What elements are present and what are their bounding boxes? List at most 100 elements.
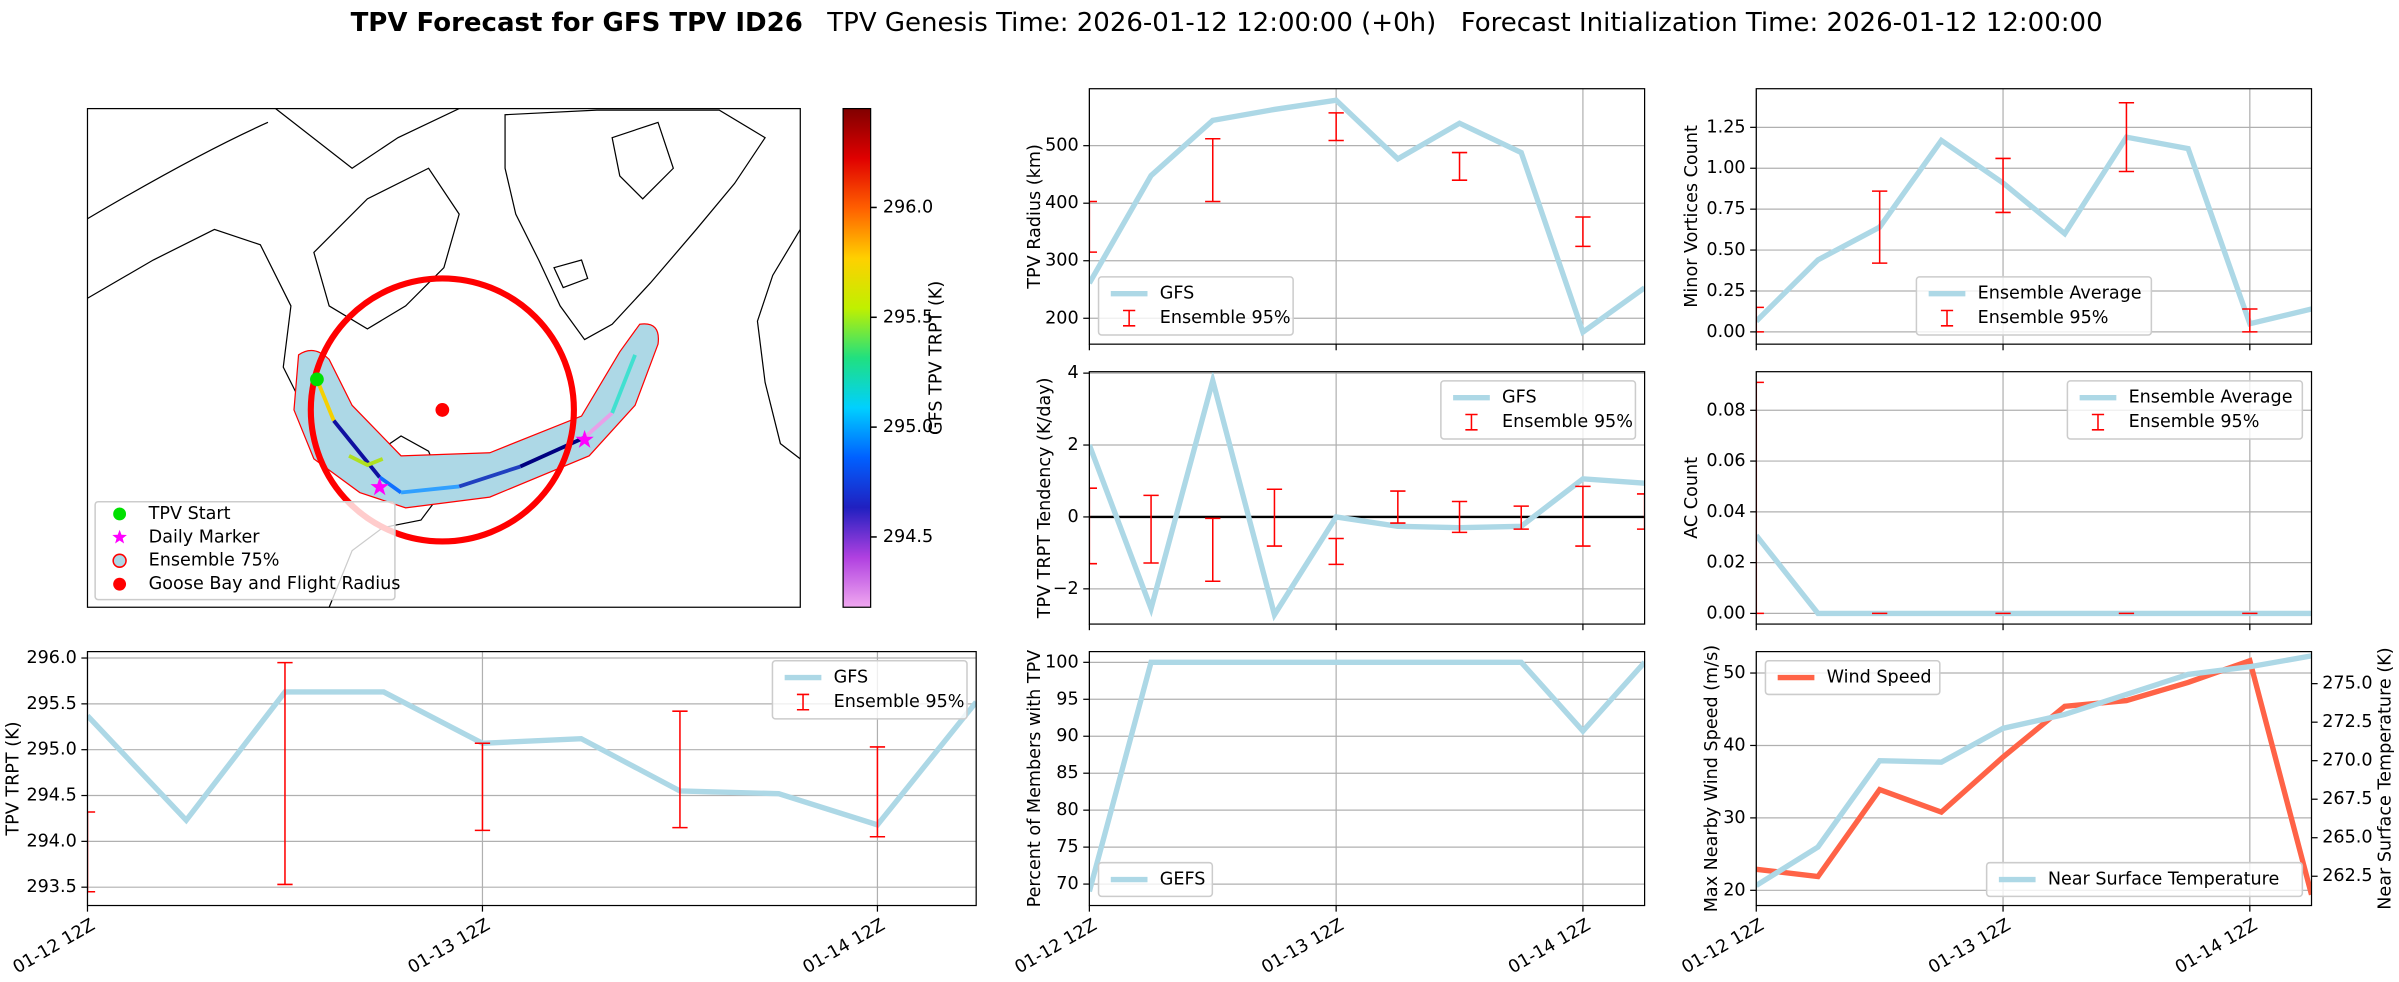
y-tick-label: 30: [1723, 808, 1745, 828]
error-bar: [1328, 112, 1344, 142]
y-tick-label: 293.5: [26, 877, 76, 897]
flight-radius: [307, 275, 577, 545]
series-line: [1756, 653, 2312, 888]
error-bar: [1143, 494, 1159, 564]
coastline: [504, 109, 766, 341]
y-axis-label: AC Count: [1682, 457, 1702, 539]
error-bar: [1089, 200, 1098, 253]
y-tick-label: 0.75: [1706, 199, 1745, 219]
error-bar: [1756, 306, 1764, 333]
y2-tick-label: 267.5: [2322, 789, 2372, 809]
axes-frame: [1088, 650, 1646, 907]
error-bar: [87, 811, 96, 893]
y2-tick-label: 265.0: [2322, 828, 2372, 848]
y-axis-label: Percent of Members with TPV: [1025, 650, 1045, 908]
y-tick-label: 0.00: [1706, 322, 1745, 342]
error-bar: [1089, 487, 1098, 565]
error-bar: [1575, 485, 1591, 547]
series-line: [1089, 371, 1645, 622]
y-tick-label: 0.04: [1706, 502, 1745, 522]
y-tick-label: 1.25: [1706, 117, 1745, 137]
axes-frame: [86, 650, 977, 907]
legend-label: Ensemble 95%: [834, 692, 965, 712]
y-tick-label: 0.02: [1706, 553, 1745, 573]
y-tick-label: 500: [1045, 136, 1079, 156]
y-tick-label: 90: [1056, 726, 1078, 746]
error-bar: [1451, 500, 1468, 534]
goose-bay: [435, 403, 450, 417]
map-legend-box: [94, 500, 396, 601]
coastline: [313, 167, 460, 330]
y-tick-label: 80: [1056, 800, 1078, 820]
error-bar: [1451, 151, 1468, 181]
y-tick-label: 0: [1067, 507, 1078, 527]
axes-frame: [1088, 371, 1646, 625]
daily-marker: [575, 429, 594, 448]
y-axis-label: TPV TRPT (K): [3, 722, 23, 837]
error-bar: [1756, 381, 1764, 615]
y-tick-label: 300: [1045, 251, 1079, 271]
legend-handle: [1123, 309, 1136, 327]
ensemble-area: [293, 323, 660, 509]
coastline: [611, 121, 675, 200]
y-tick-label: 40: [1723, 735, 1745, 755]
error-bar: [2242, 308, 2258, 333]
legend-box: [1764, 660, 1941, 696]
legend-handle: [1940, 309, 1954, 327]
legend-label: Goose Bay and Flight Radius: [149, 574, 401, 594]
axes-frame: [1755, 371, 2313, 625]
colorbar: [842, 107, 872, 608]
title-main: TPV Forecast for GFS TPV ID26: [351, 7, 803, 37]
series-line: [87, 689, 977, 828]
legend-label: Ensemble 75%: [149, 551, 280, 571]
y-tick-label: 95: [1056, 689, 1078, 709]
legend-label: Ensemble Average: [1978, 284, 2142, 304]
y2-tick-label: 262.5: [2322, 866, 2372, 886]
error-bar: [2118, 102, 2135, 173]
error-bar: [869, 746, 886, 838]
y2-tick-label: 270.0: [2322, 751, 2372, 771]
error-bar: [1995, 157, 2011, 214]
figure-title: TPV Forecast for GFS TPV ID26 TPV Genesis…: [351, 7, 2103, 37]
legend-label: Daily Marker: [149, 527, 261, 547]
legend-box: [2066, 380, 2304, 440]
y-tick-label: 50: [1723, 663, 1745, 683]
error-bar: [1575, 216, 1591, 248]
error-bar: [1328, 537, 1344, 566]
legend-handle: [796, 693, 810, 711]
daily-marker: [370, 477, 389, 496]
y-tick-label: 295.0: [26, 740, 76, 760]
y-tick-label: 0.00: [1706, 603, 1745, 623]
error-bar: [1390, 490, 1406, 524]
legend-marker: [113, 577, 127, 591]
series-line: [1756, 134, 2312, 327]
legend-label: Near Surface Temperature: [2048, 870, 2279, 890]
subtitle: Forecast Initialization Time: 2026-01-12…: [1461, 7, 2103, 37]
legend-label: Wind Speed: [1827, 668, 1932, 688]
legend-label: Ensemble 95%: [1978, 308, 2109, 328]
coastline: [553, 259, 589, 289]
error-bar: [1205, 517, 1221, 583]
legend-marker: [113, 507, 127, 521]
y-tick-label: 0.06: [1706, 451, 1745, 471]
map-frame: [86, 107, 801, 608]
y-tick-label: 0.50: [1706, 240, 1745, 260]
axes-frame: [1755, 88, 2313, 345]
legend-handle: [1465, 413, 1478, 431]
subtitle: TPV Genesis Time: 2026-01-12 12:00:00 (+…: [826, 7, 1436, 37]
legend-marker: [112, 553, 127, 568]
y-tick-label: 1.00: [1706, 158, 1745, 178]
y-tick-label: 2: [1067, 435, 1078, 455]
y-axis-label: TPV Radius (km): [1025, 144, 1045, 290]
y-tick-label: 296.0: [26, 648, 76, 668]
colorbar-tick-label: 295.0: [883, 417, 933, 437]
y-tick-label: 70: [1056, 874, 1078, 894]
series-line: [1756, 533, 2312, 617]
y-axis-label: Max Nearby Wind Speed (m/s): [1702, 645, 1722, 912]
y-tick-label: 200: [1045, 308, 1079, 328]
axes-frame: [1755, 650, 2313, 907]
error-bar: [277, 661, 293, 886]
error-bar: [1205, 138, 1221, 203]
legend-label: Ensemble Average: [2129, 388, 2293, 408]
